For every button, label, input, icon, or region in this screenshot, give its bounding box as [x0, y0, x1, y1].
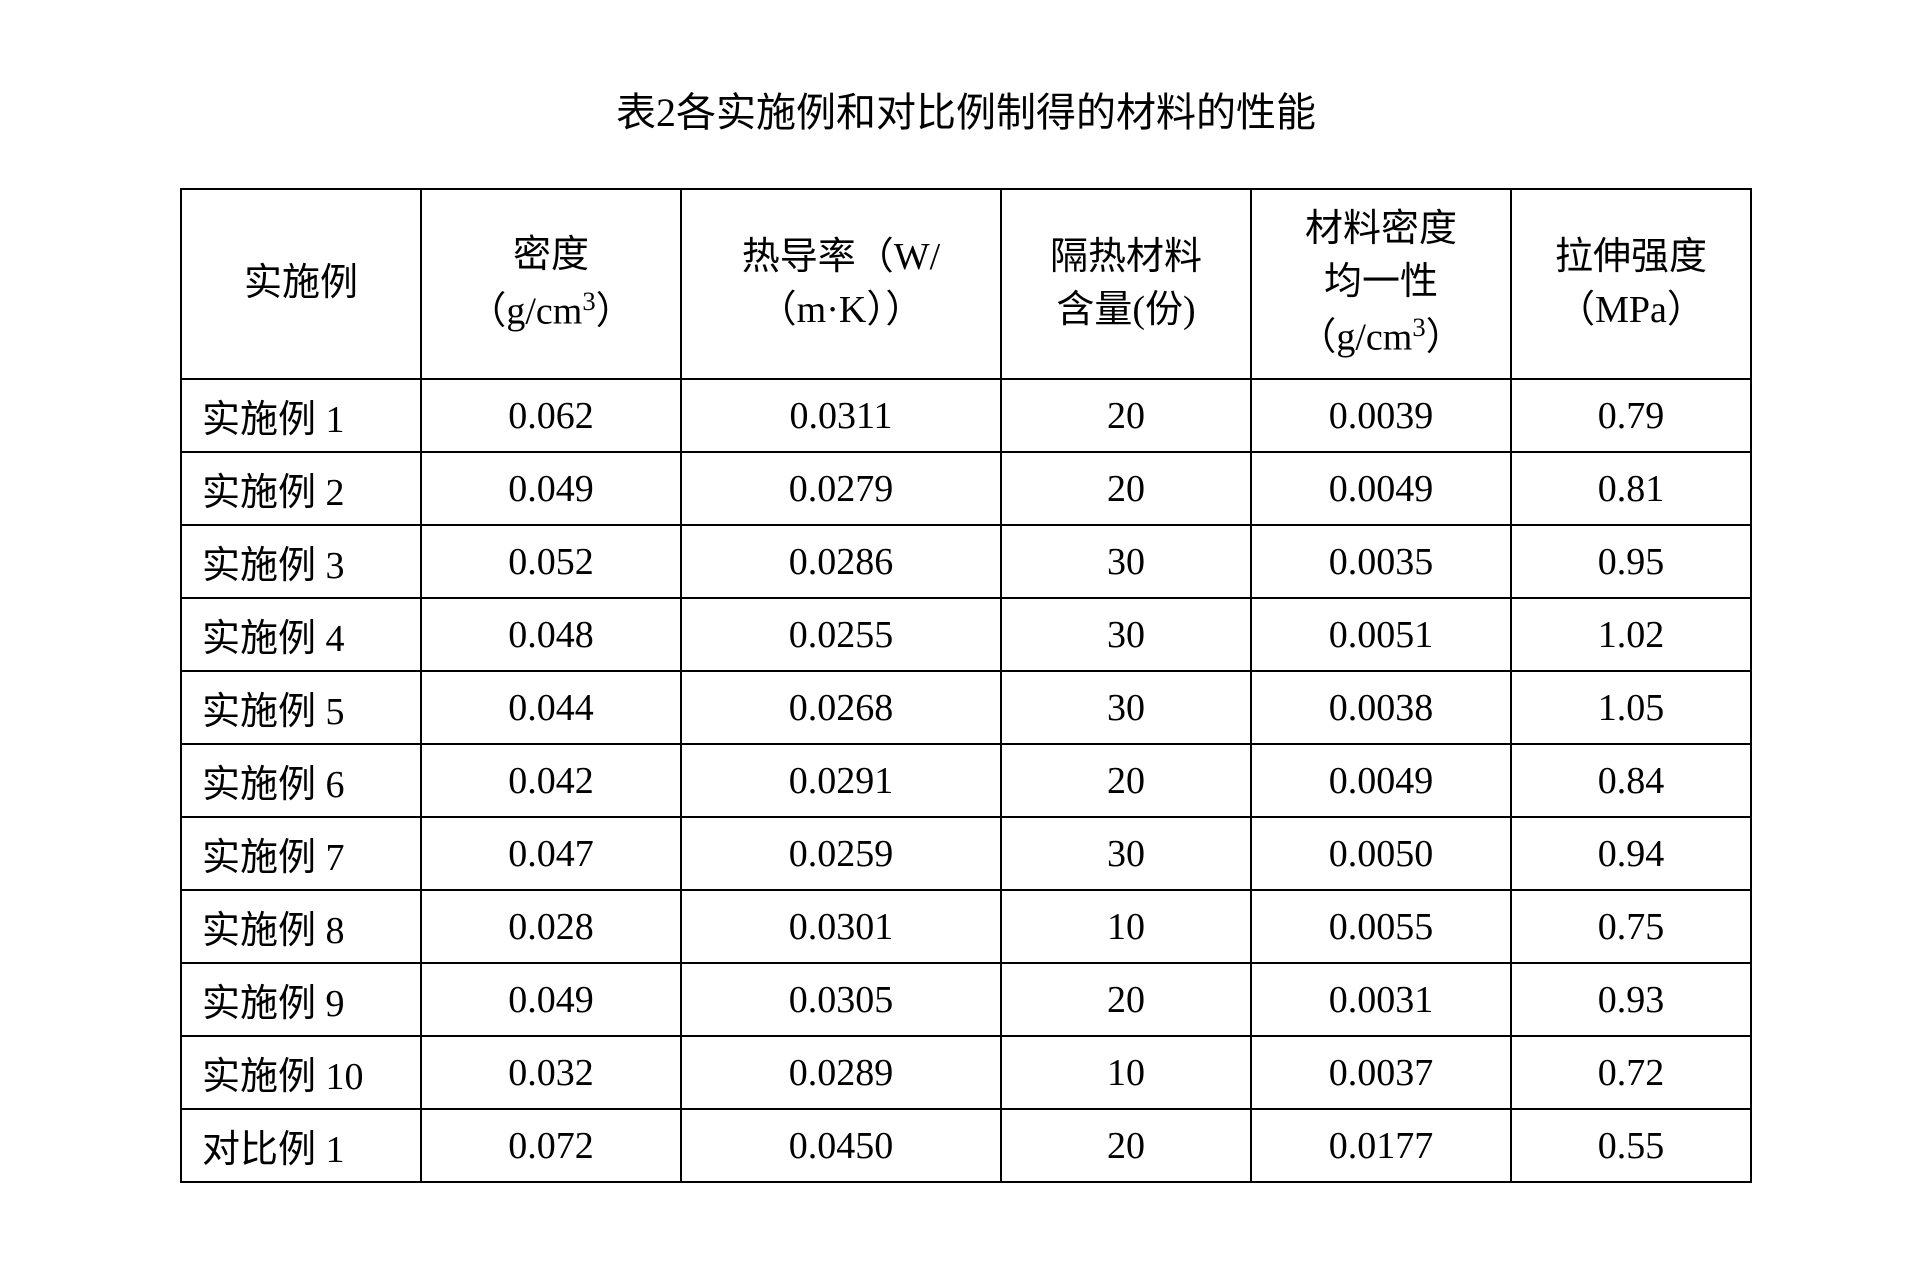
col-header-density-uniformity: 材料密度均一性（g/cm3）: [1251, 189, 1511, 379]
table-cell: 实施例 3: [181, 525, 421, 598]
table-cell: 0.84: [1511, 744, 1751, 817]
table-cell: 0.0037: [1251, 1036, 1511, 1109]
materials-performance-table: 实施例 密度（g/cm3） 热导率（W/（m·K）） 隔热材料含量(份) 材料密…: [180, 188, 1752, 1183]
table-cell: 0.072: [421, 1109, 681, 1182]
table-cell: 0.052: [421, 525, 681, 598]
table-cell: 30: [1001, 817, 1251, 890]
table-cell: 0.0301: [681, 890, 1001, 963]
table-cell: 1.02: [1511, 598, 1751, 671]
col-header-tensile-strength: 拉伸强度（MPa）: [1511, 189, 1751, 379]
table-row: 实施例 90.0490.0305200.00310.93: [181, 963, 1751, 1036]
table-cell: 0.0305: [681, 963, 1001, 1036]
table-cell: 0.0031: [1251, 963, 1511, 1036]
table-row: 实施例 60.0420.0291200.00490.84: [181, 744, 1751, 817]
table-cell: 0.0035: [1251, 525, 1511, 598]
table-cell: 0.0255: [681, 598, 1001, 671]
table-cell: 0.0050: [1251, 817, 1511, 890]
table-cell: 0.0177: [1251, 1109, 1511, 1182]
table-row: 对比例 10.0720.0450200.01770.55: [181, 1109, 1751, 1182]
table-cell: 0.75: [1511, 890, 1751, 963]
table-cell: 0.0279: [681, 452, 1001, 525]
table-cell: 0.93: [1511, 963, 1751, 1036]
table-cell: 30: [1001, 598, 1251, 671]
table-cell: 0.0039: [1251, 379, 1511, 452]
table-cell: 0.55: [1511, 1109, 1751, 1182]
table-cell: 实施例 4: [181, 598, 421, 671]
table-cell: 20: [1001, 1109, 1251, 1182]
table-cell: 0.0291: [681, 744, 1001, 817]
table-cell: 0.048: [421, 598, 681, 671]
table-title: 表2各实施例和对比例制得的材料的性能: [140, 80, 1792, 138]
table-row: 实施例 100.0320.0289100.00370.72: [181, 1036, 1751, 1109]
table-row: 实施例 20.0490.0279200.00490.81: [181, 452, 1751, 525]
table-cell: 0.0051: [1251, 598, 1511, 671]
table-cell: 10: [1001, 1036, 1251, 1109]
table-cell: 0.049: [421, 452, 681, 525]
table-cell: 实施例 10: [181, 1036, 421, 1109]
table-cell: 实施例 1: [181, 379, 421, 452]
table-cell: 0.0268: [681, 671, 1001, 744]
table-cell: 0.044: [421, 671, 681, 744]
col-header-density: 密度（g/cm3）: [421, 189, 681, 379]
table-header-row: 实施例 密度（g/cm3） 热导率（W/（m·K）） 隔热材料含量(份) 材料密…: [181, 189, 1751, 379]
table-row: 实施例 30.0520.0286300.00350.95: [181, 525, 1751, 598]
col-header-example: 实施例: [181, 189, 421, 379]
table-cell: 10: [1001, 890, 1251, 963]
table-cell: 实施例 7: [181, 817, 421, 890]
table-cell: 0.049: [421, 963, 681, 1036]
table-cell: 0.72: [1511, 1036, 1751, 1109]
table-row: 实施例 80.0280.0301100.00550.75: [181, 890, 1751, 963]
table-cell: 0.0259: [681, 817, 1001, 890]
table-cell: 0.0055: [1251, 890, 1511, 963]
table-row: 实施例 70.0470.0259300.00500.94: [181, 817, 1751, 890]
table-cell: 20: [1001, 744, 1251, 817]
table-cell: 0.94: [1511, 817, 1751, 890]
table-cell: 1.05: [1511, 671, 1751, 744]
table-cell: 30: [1001, 525, 1251, 598]
table-cell: 0.042: [421, 744, 681, 817]
table-cell: 20: [1001, 963, 1251, 1036]
table-cell: 0.047: [421, 817, 681, 890]
table-cell: 0.0049: [1251, 744, 1511, 817]
table-cell: 对比例 1: [181, 1109, 421, 1182]
table-cell: 实施例 5: [181, 671, 421, 744]
table-cell: 0.028: [421, 890, 681, 963]
table-cell: 0.0450: [681, 1109, 1001, 1182]
table-cell: 实施例 8: [181, 890, 421, 963]
table-cell: 20: [1001, 379, 1251, 452]
table-cell: 0.81: [1511, 452, 1751, 525]
table-row: 实施例 40.0480.0255300.00511.02: [181, 598, 1751, 671]
table-cell: 0.0289: [681, 1036, 1001, 1109]
table-cell: 0.0286: [681, 525, 1001, 598]
table-row: 实施例 10.0620.0311200.00390.79: [181, 379, 1751, 452]
table-body: 实施例 10.0620.0311200.00390.79实施例 20.0490.…: [181, 379, 1751, 1182]
table-cell: 0.0038: [1251, 671, 1511, 744]
table-cell: 实施例 9: [181, 963, 421, 1036]
table-cell: 0.0311: [681, 379, 1001, 452]
col-header-insulation-content: 隔热材料含量(份): [1001, 189, 1251, 379]
table-cell: 0.95: [1511, 525, 1751, 598]
table-cell: 实施例 6: [181, 744, 421, 817]
table-cell: 0.062: [421, 379, 681, 452]
table-cell: 实施例 2: [181, 452, 421, 525]
table-cell: 20: [1001, 452, 1251, 525]
table-row: 实施例 50.0440.0268300.00381.05: [181, 671, 1751, 744]
col-header-thermal-conductivity: 热导率（W/（m·K））: [681, 189, 1001, 379]
table-cell: 0.0049: [1251, 452, 1511, 525]
table-cell: 0.79: [1511, 379, 1751, 452]
table-cell: 0.032: [421, 1036, 681, 1109]
table-cell: 30: [1001, 671, 1251, 744]
